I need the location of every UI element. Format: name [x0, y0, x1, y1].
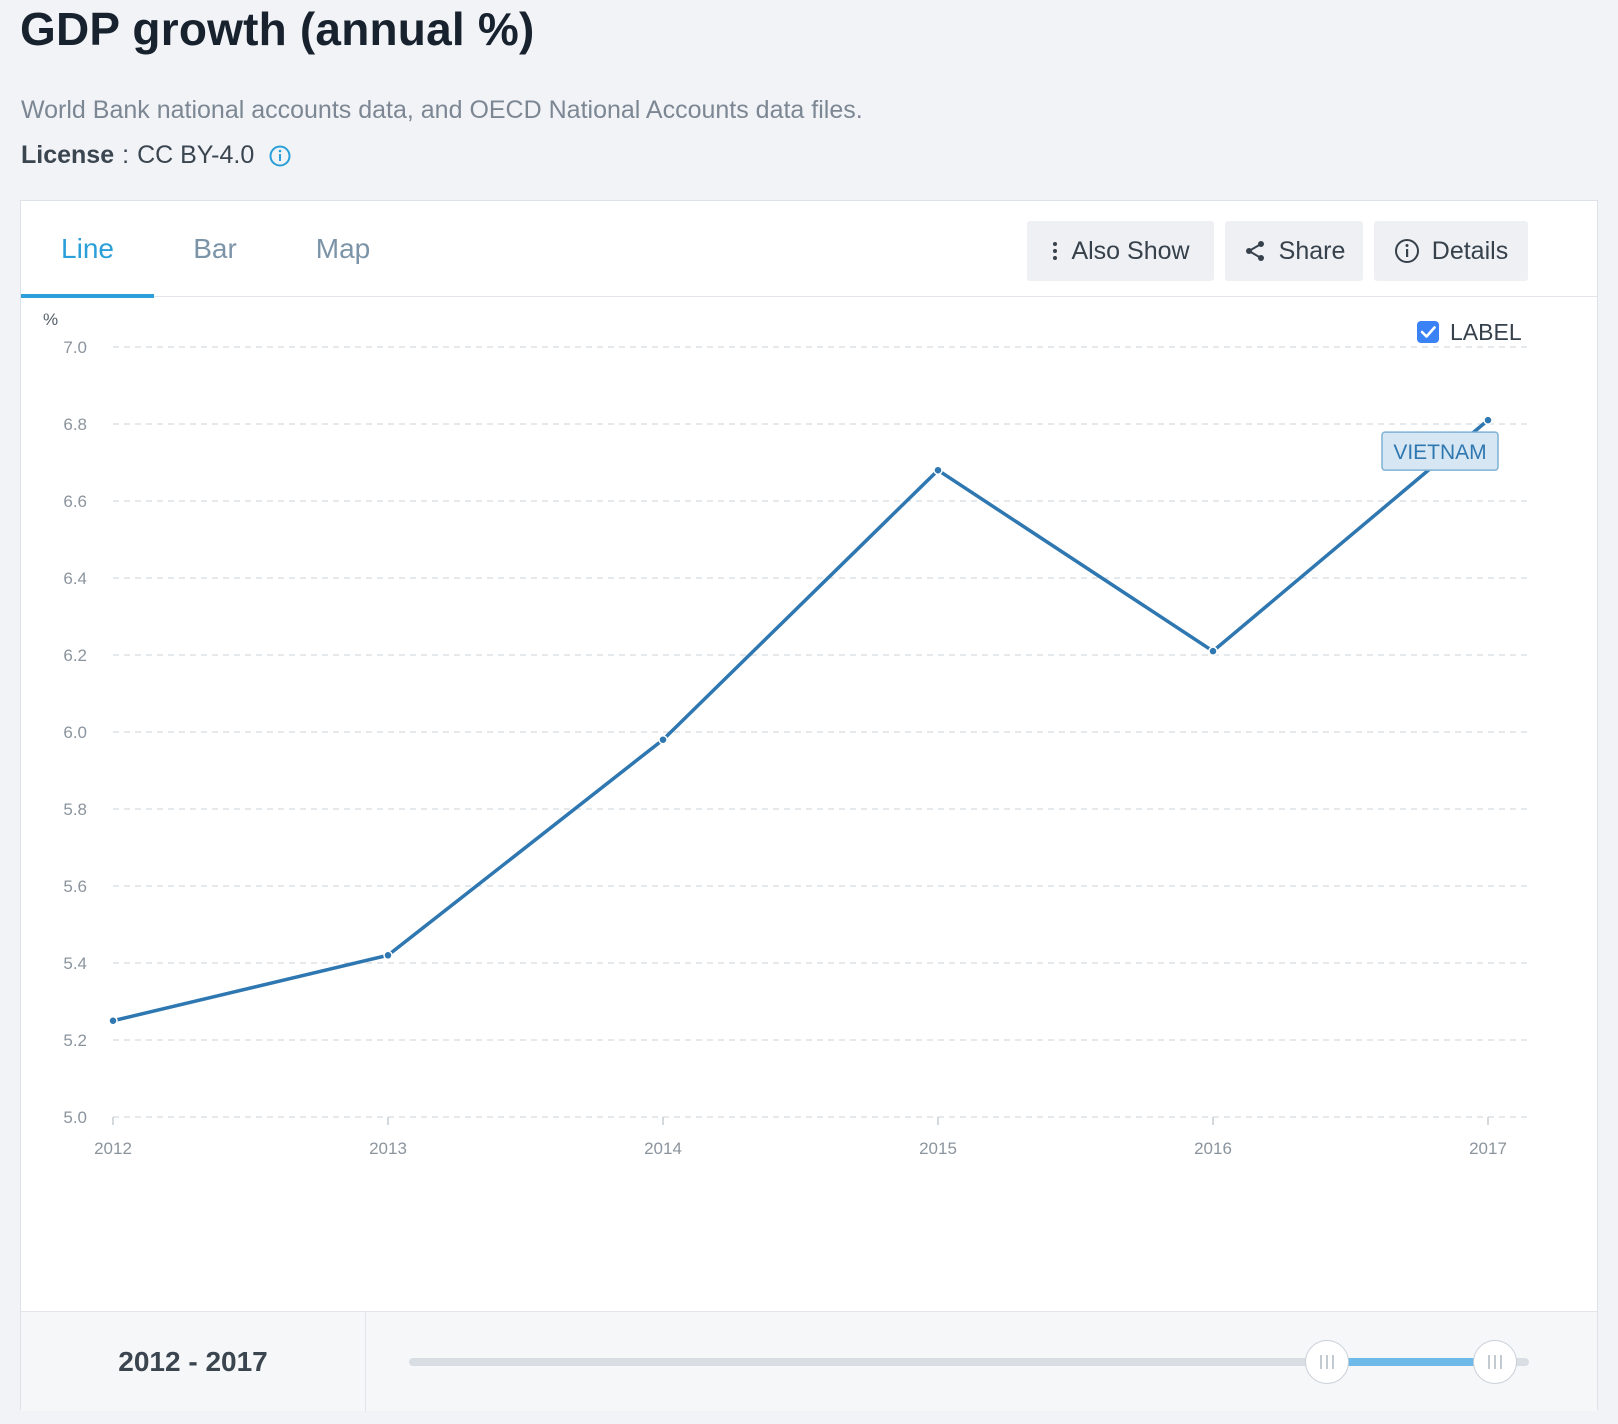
y-axis-ticks: 5.0 5.2 5.4 5.6 5.8 6.0 6.2 6.4 6.6 6.8 7.0: [63, 338, 87, 1127]
label-checkbox[interactable]: [1417, 321, 1439, 343]
slider-selected-range: [1327, 1358, 1496, 1366]
data-point[interactable]: [108, 1016, 118, 1026]
share-button[interactable]: Share: [1225, 221, 1363, 281]
license-value: CC BY-4.0: [137, 141, 255, 169]
info-circle-icon: [1394, 239, 1419, 263]
license-separator: :: [122, 141, 130, 169]
y-tick-label: 6.2: [63, 646, 87, 665]
also-show-label: Also Show: [1071, 236, 1190, 265]
y-tick-label: 6.4: [63, 569, 87, 588]
details-button[interactable]: Details: [1374, 221, 1528, 281]
data-point[interactable]: [658, 734, 668, 745]
share-label: Share: [1278, 236, 1346, 265]
y-tick-label: 5.4: [63, 954, 87, 973]
year-range-slider[interactable]: [409, 1312, 1549, 1412]
tab-line[interactable]: Line: [21, 201, 154, 298]
y-tick-label: 5.2: [63, 1031, 87, 1050]
time-range-bar: 2012 - 2017: [21, 1311, 1597, 1412]
tab-map[interactable]: Map: [315, 233, 371, 264]
data-point[interactable]: [1483, 415, 1493, 425]
y-tick-label: 5.0: [63, 1108, 87, 1127]
y-tick-label: 5.6: [63, 877, 87, 896]
grip-icon: [1320, 1355, 1335, 1369]
x-tick-label: 2012: [94, 1139, 132, 1158]
tab-bar: Line Bar Map Also Show Share Details: [21, 201, 1597, 298]
range-end: 2017: [205, 1346, 268, 1377]
y-tick-label: 6.0: [63, 723, 87, 742]
x-tick-label: 2013: [369, 1139, 407, 1158]
slider-handle-start[interactable]: [1305, 1340, 1350, 1384]
grid-lines: [113, 346, 1527, 1118]
tab-bar-chart[interactable]: Bar: [193, 233, 237, 264]
chart-card: Line Bar Map Also Show Share Details 5.0…: [20, 200, 1598, 1412]
series-name-label: VIETNAM: [1381, 431, 1499, 471]
license-line: License : CC BY-4.0: [21, 141, 292, 170]
info-icon[interactable]: [268, 144, 292, 168]
y-tick-label: 5.8: [63, 800, 87, 819]
series-label-box: [1381, 431, 1499, 471]
series-layer: VIETNAM: [108, 415, 1499, 1026]
y-axis-label: %: [43, 310, 58, 329]
license-label: License: [21, 141, 115, 169]
y-tick-label: 6.6: [63, 492, 87, 511]
x-tick-label: 2015: [919, 1139, 957, 1158]
series-label-text: VIETNAM: [1393, 441, 1486, 464]
grip-icon: [1488, 1355, 1503, 1369]
slider-track[interactable]: [409, 1358, 1529, 1366]
y-tick-label: 6.8: [63, 415, 87, 434]
line-chart: 5.05.25.45.65.86.06.26.46.66.87.0 2012 20…: [43, 310, 1527, 1158]
data-point[interactable]: [1208, 646, 1218, 656]
check-icon: [1420, 326, 1436, 338]
x-tick-label: 2017: [1469, 1139, 1507, 1158]
label-toggle[interactable]: LABEL: [1417, 319, 1522, 345]
share-icon: [1245, 241, 1264, 261]
data-point[interactable]: [383, 950, 393, 961]
source-note: World Bank national accounts data, and O…: [21, 96, 863, 124]
range-label: 2012 - 2017: [21, 1312, 366, 1412]
range-separator: -: [188, 1346, 198, 1377]
more-vertical-icon: [1053, 242, 1058, 260]
label-toggle-text: LABEL: [1450, 319, 1522, 345]
range-start: 2012: [118, 1346, 181, 1377]
x-tick-label: 2014: [644, 1139, 682, 1158]
details-label: Details: [1431, 236, 1509, 265]
page-title: GDP growth (annual %): [20, 3, 535, 55]
slider-handle-end[interactable]: [1473, 1340, 1518, 1384]
series-line[interactable]: [111, 418, 1490, 1023]
data-point[interactable]: [933, 465, 943, 475]
y-tick-label: 7.0: [63, 338, 87, 357]
x-axis-ticks: 2012 2013 2014 2015 2016 2017: [94, 1117, 1507, 1158]
also-show-button[interactable]: Also Show: [1027, 221, 1214, 281]
x-tick-label: 2016: [1194, 1139, 1232, 1158]
